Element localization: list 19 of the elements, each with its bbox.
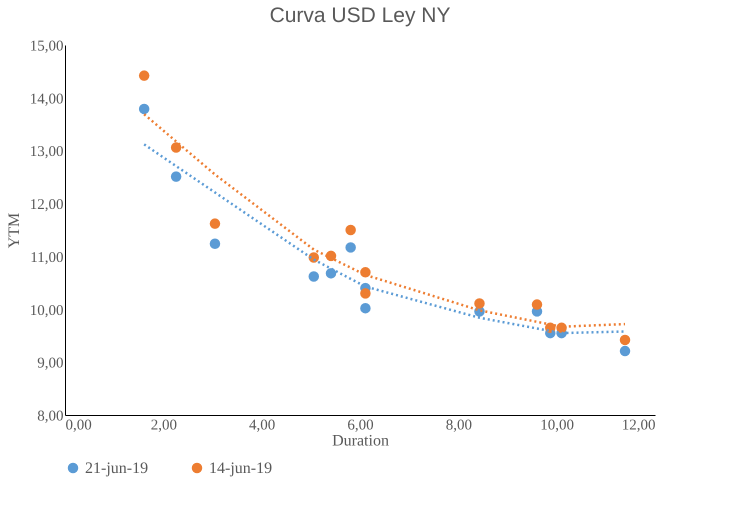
y-tick-label: 10,00 <box>30 302 64 319</box>
y-tick-label: 12,00 <box>30 197 64 214</box>
legend-label: 21-jun-19 <box>85 460 148 477</box>
x-tick-label: 0,00 <box>66 418 92 434</box>
y-axis-title: YTM <box>6 212 23 248</box>
y-tick-label: 14,00 <box>30 91 64 108</box>
x-tick-label: 4,00 <box>249 418 276 434</box>
y-tick-label: 13,00 <box>30 144 64 160</box>
x-tick-label: 8,00 <box>446 418 472 434</box>
x-tick-label: 6,00 <box>347 418 374 434</box>
y-tick-label: 9,00 <box>37 356 64 372</box>
chart-title: Curva USD Ley NY <box>270 4 450 27</box>
y-tick-label: 11,00 <box>30 250 64 266</box>
y-tick-label: 15,00 <box>30 38 64 54</box>
legend-label: 14-jun-19 <box>209 460 272 477</box>
x-tick-label: 10,00 <box>540 418 574 434</box>
x-tick-label: 12,00 <box>622 418 656 434</box>
x-axis-title: Duration <box>332 432 389 450</box>
x-tick-label: 2,00 <box>150 418 177 434</box>
